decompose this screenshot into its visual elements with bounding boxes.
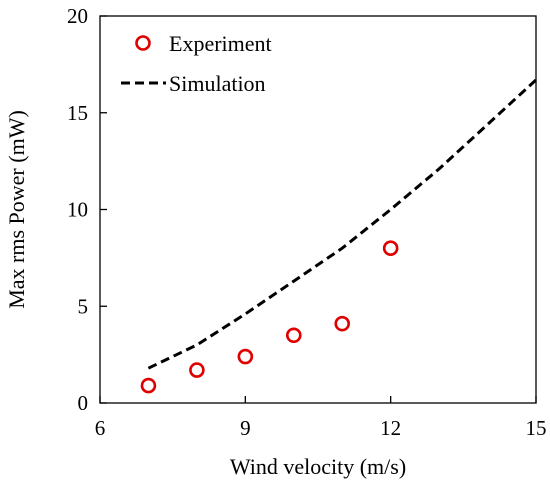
x-tick-label: 12 xyxy=(380,416,401,440)
x-axis-title: Wind velocity (m/s) xyxy=(230,454,406,479)
experiment-point xyxy=(189,362,205,378)
plot-frame xyxy=(99,15,537,404)
experiment-point xyxy=(285,327,302,344)
x-axis: 6 9 12 15 xyxy=(95,396,547,440)
plot-area xyxy=(99,15,537,404)
experiment-point xyxy=(334,315,351,332)
experiment-point xyxy=(140,377,157,394)
simulation-line xyxy=(147,78,538,370)
experiment-point xyxy=(237,348,254,365)
series-layer xyxy=(140,78,538,394)
y-tick-label: 20 xyxy=(67,4,88,28)
y-tick-label: 5 xyxy=(78,294,89,318)
y-axis: 0 5 10 15 20 xyxy=(67,4,107,415)
x-tick-label: 6 xyxy=(95,416,106,440)
experiment-point xyxy=(382,240,399,256)
x-tick-label: 15 xyxy=(526,416,547,440)
legend-marker-experiment xyxy=(135,35,151,51)
y-tick-label: 15 xyxy=(67,101,88,125)
x-tick-label: 9 xyxy=(240,416,251,440)
y-tick-label: 10 xyxy=(67,198,88,222)
y-axis-title: Max rms Power (mW) xyxy=(4,110,29,309)
legend-label: Simulation xyxy=(169,71,266,96)
legend-label: Experiment xyxy=(169,31,272,56)
legend: Experiment Simulation xyxy=(121,31,272,96)
y-tick-label: 0 xyxy=(78,391,89,415)
